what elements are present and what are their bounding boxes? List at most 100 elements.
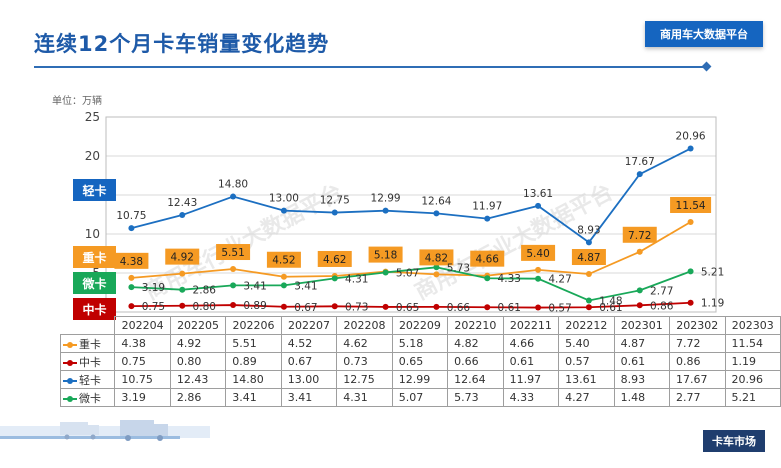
table-header-cell: 202208 xyxy=(336,316,393,335)
series-line-medium xyxy=(131,301,691,309)
series-line-heavy xyxy=(131,221,692,279)
table-cell: 5.51 xyxy=(225,334,282,353)
table-cell: 13.00 xyxy=(280,370,338,389)
table-row: 轻卡 10.75 12.43 14.80 13.00 12.75 12.99 1… xyxy=(59,370,781,389)
data-label-heavy: 11.54 xyxy=(676,200,706,212)
table-cell: 17.67 xyxy=(669,370,726,389)
data-point-medium xyxy=(382,303,389,310)
table-cell: 5.40 xyxy=(558,334,615,353)
data-label-box-heavy xyxy=(165,248,200,265)
data-label-light: 12.75 xyxy=(320,195,350,207)
table-cell: 4.31 xyxy=(336,388,393,407)
data-label-light: 17.67 xyxy=(625,156,655,168)
data-point-medium xyxy=(280,303,287,310)
data-label-light: 20.96 xyxy=(676,131,706,143)
truck-icon xyxy=(60,422,99,440)
data-label-heavy: 4.52 xyxy=(272,255,295,267)
data-label-medium: 0.80 xyxy=(193,301,216,313)
unit-label: 单位：万辆 xyxy=(52,96,102,107)
data-label-heavy: 5.40 xyxy=(526,248,549,260)
data-point-micro xyxy=(433,264,440,271)
table-cell: 0.86 xyxy=(669,352,726,371)
table-cell: 12.99 xyxy=(391,370,449,389)
data-point-light xyxy=(535,202,542,209)
y-tick-label: 25 xyxy=(84,110,100,124)
table-cell: 3.41 xyxy=(225,388,282,407)
data-point-micro xyxy=(230,282,237,289)
data-label-light: 10.75 xyxy=(116,210,146,222)
table-cell: 3.19 xyxy=(114,388,171,407)
table-cell: 0.73 xyxy=(336,352,393,371)
data-point-heavy xyxy=(128,274,135,281)
data-label-micro: 5.73 xyxy=(447,262,470,274)
data-label-light: 11.97 xyxy=(472,201,502,213)
table-cell: 5.21 xyxy=(724,388,781,407)
table-cell: 0.61 xyxy=(502,352,560,371)
data-point-micro xyxy=(687,268,694,275)
series-tag-heavy: 重卡 xyxy=(73,246,116,268)
data-point-light xyxy=(230,193,237,200)
brand-badge: 商用车大数据平台 xyxy=(645,21,763,47)
data-label-heavy: 4.38 xyxy=(120,256,143,268)
table-cell: 11.97 xyxy=(502,370,560,389)
table-cell: 4.38 xyxy=(114,334,171,353)
table-row: 微卡 3.19 2.86 3.41 3.41 4.31 5.07 5.73 4.… xyxy=(59,388,781,407)
table-cell: 0.57 xyxy=(558,352,615,371)
data-label-micro: 2.77 xyxy=(650,285,673,297)
table-row: 中卡 0.75 0.80 0.89 0.67 0.73 0.65 0.66 0.… xyxy=(59,352,781,371)
table-cell: 4.66 xyxy=(502,334,560,353)
data-label-micro: 4.27 xyxy=(548,274,571,286)
data-point-medium xyxy=(687,299,694,306)
data-label-light: 13.61 xyxy=(523,188,553,200)
data-label-medium: 0.57 xyxy=(548,303,571,315)
table-row: 重卡 4.38 4.92 5.51 4.52 4.62 5.18 4.82 4.… xyxy=(59,334,781,353)
data-table: 202204 202205 202206 202207 202208 20220… xyxy=(59,316,781,407)
data-point-heavy xyxy=(585,271,592,278)
data-label-heavy: 5.51 xyxy=(221,247,244,259)
data-label-medium: 1.19 xyxy=(701,298,724,310)
data-point-micro xyxy=(179,286,186,293)
table-cell: 5.73 xyxy=(447,388,504,407)
table-cell: 4.87 xyxy=(613,334,671,353)
data-label-medium: 0.65 xyxy=(396,302,419,314)
table-cell: 12.75 xyxy=(336,370,393,389)
data-label-box-heavy xyxy=(419,249,454,266)
data-point-micro xyxy=(484,275,491,282)
table-cell: 1.48 xyxy=(613,388,671,407)
data-label-light: 14.80 xyxy=(218,179,248,191)
table-header-row: 202204 202205 202206 202207 202208 20220… xyxy=(61,316,781,335)
truck-icon xyxy=(120,420,168,441)
table-cell: 20.96 xyxy=(724,370,781,389)
data-label-medium: 0.61 xyxy=(498,302,521,314)
data-point-light xyxy=(636,171,643,178)
table-cell: 12.43 xyxy=(169,370,227,389)
data-point-light xyxy=(484,215,491,222)
data-point-light xyxy=(585,239,592,246)
table-cell: 8.93 xyxy=(613,370,671,389)
data-point-light xyxy=(128,225,135,232)
series-line-light xyxy=(131,147,691,244)
data-label-medium: 0.67 xyxy=(294,302,317,314)
data-point-micro xyxy=(280,282,287,289)
data-point-micro xyxy=(128,284,135,291)
data-label-box-heavy xyxy=(571,249,606,266)
data-label-box-heavy xyxy=(317,250,352,267)
data-label-heavy: 4.82 xyxy=(425,252,448,264)
y-tick-label: 20 xyxy=(84,149,100,163)
table-cell: 10.75 xyxy=(114,370,171,389)
data-label-heavy: 4.87 xyxy=(577,252,600,264)
y-tick-label: 10 xyxy=(84,227,100,241)
table-header-cell: 202211 xyxy=(502,316,560,335)
data-label-medium: 0.61 xyxy=(599,302,622,314)
data-label-box-heavy xyxy=(266,251,301,268)
data-point-heavy xyxy=(179,270,186,277)
table-header-cell: 202212 xyxy=(558,316,615,335)
data-point-medium xyxy=(535,304,542,311)
data-label-medium: 0.75 xyxy=(142,301,165,313)
data-point-micro xyxy=(331,275,338,282)
series-line-micro xyxy=(131,266,691,302)
data-label-micro: 4.33 xyxy=(498,273,521,285)
data-point-medium xyxy=(636,302,643,309)
table-header-cell: 202207 xyxy=(280,316,338,335)
data-label-box-heavy xyxy=(470,250,505,267)
